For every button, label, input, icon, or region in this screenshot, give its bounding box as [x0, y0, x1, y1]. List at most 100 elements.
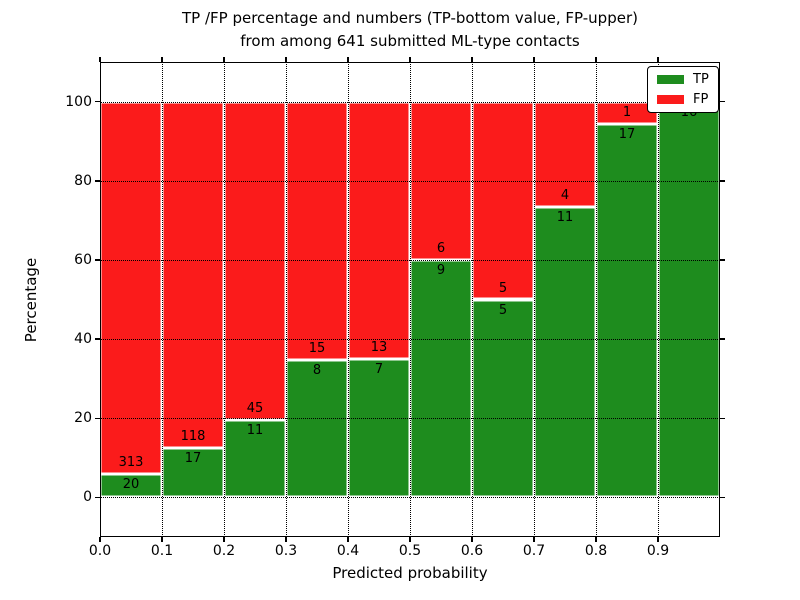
grid-layer	[100, 62, 720, 537]
x-tick-label: 0.9	[646, 543, 670, 559]
fp-count-label: 118	[180, 428, 206, 444]
fp-count-label: 45	[246, 400, 264, 416]
legend-item-tp: TP	[657, 73, 709, 86]
plot-area: 313201181745111581376955411117016	[100, 62, 720, 537]
tp-count-label: 20	[122, 476, 140, 492]
x-tick-label: 0.0	[88, 543, 112, 559]
y-tick-right	[720, 259, 725, 261]
v-gridline	[286, 62, 287, 537]
y-tick-right	[720, 180, 725, 182]
fp-count-label: 313	[118, 454, 144, 470]
bar-tp-segment	[658, 101, 720, 498]
bar-tp-segment	[100, 473, 162, 498]
v-gridline	[472, 62, 473, 537]
v-gridline	[534, 62, 535, 537]
y-tick	[95, 338, 100, 340]
y-tick-label: 0	[83, 489, 92, 506]
x-tick	[223, 537, 225, 542]
x-tick	[657, 537, 659, 542]
v-gridline	[596, 62, 597, 537]
y-tick	[95, 100, 100, 103]
y-tick	[95, 417, 100, 419]
x-tick-label: 0.1	[150, 543, 174, 559]
y-tick-label: 80	[74, 172, 92, 189]
y-tick-label: 40	[74, 331, 92, 348]
bar-fp-segment	[410, 101, 472, 260]
v-gridline	[162, 62, 163, 537]
fp-count-label: 1	[622, 104, 632, 120]
bar-fp-segment	[472, 101, 534, 300]
bar-tp-segment	[286, 359, 348, 498]
tp-count-label: 8	[312, 362, 322, 378]
bar-labels-layer: 313201181745111581376955411117016	[100, 62, 720, 537]
bars-layer	[100, 62, 720, 537]
x-tick-top	[533, 57, 535, 62]
x-tick	[471, 537, 473, 542]
tp-count-label: 11	[246, 422, 264, 438]
x-tick-label: 0.8	[584, 543, 608, 559]
v-gridline	[348, 62, 349, 537]
tp-count-label: 9	[436, 262, 446, 278]
x-tick-top	[409, 57, 411, 62]
legend: TP FP	[647, 66, 719, 113]
tp-count-label: 17	[184, 450, 202, 466]
bar-tp-segment	[410, 259, 472, 498]
chart-title-line2: from among 641 submitted ML-type contact…	[240, 32, 580, 50]
x-tick-top	[161, 57, 163, 62]
x-tick-label: 0.5	[398, 543, 422, 559]
y-tick-label: 60	[74, 251, 92, 268]
v-gridline	[410, 62, 411, 537]
y-tick	[95, 496, 100, 499]
x-axis-label: Predicted probability	[332, 564, 488, 582]
x-tick-top	[223, 57, 225, 62]
tp-count-label: 17	[618, 126, 636, 142]
bar-fp-segment	[534, 101, 596, 208]
bar-tp-segment	[162, 447, 224, 498]
fp-count-label: 5	[498, 280, 508, 296]
x-tick-label: 0.2	[212, 543, 236, 559]
bar-fp-segment	[286, 101, 348, 360]
y-tick-label: 100	[65, 93, 92, 110]
x-tick-top	[347, 57, 349, 62]
fp-count-label: 15	[308, 340, 326, 356]
y-tick-right	[720, 100, 725, 103]
x-tick-top	[285, 57, 287, 62]
tp-count-label: 7	[374, 361, 384, 377]
v-gridline	[658, 62, 659, 537]
x-tick	[533, 537, 535, 542]
fp-count-label: 6	[436, 240, 446, 256]
x-tick-top	[657, 57, 659, 62]
y-tick-right	[720, 417, 725, 419]
x-tick	[285, 537, 287, 542]
x-tick	[161, 537, 163, 542]
bar-fp-segment	[162, 101, 224, 448]
y-tick-right	[720, 338, 725, 340]
fp-count-label: 13	[370, 339, 388, 355]
v-gridline	[224, 62, 225, 537]
y-tick	[95, 259, 100, 261]
chart-title: TP /FP percentage and numbers (TP-bottom…	[100, 7, 720, 53]
bar-fp-segment	[100, 101, 162, 474]
y-tick	[95, 180, 100, 182]
bar-fp-segment	[596, 101, 658, 124]
bar-tp-segment	[534, 207, 596, 498]
x-tick	[409, 537, 411, 542]
x-tick-top	[99, 57, 101, 62]
bar-tp-segment	[472, 299, 534, 498]
bar-tp-segment	[348, 358, 410, 498]
x-tick	[99, 537, 101, 542]
x-tick-label: 0.4	[336, 543, 360, 559]
x-tick-label: 0.3	[274, 543, 298, 559]
y-tick-right	[720, 496, 725, 499]
x-tick-label: 0.7	[522, 543, 546, 559]
bar-tp-segment	[596, 123, 658, 498]
tp-color-swatch	[657, 75, 684, 84]
fp-color-swatch	[657, 95, 684, 104]
x-tick-label: 0.6	[460, 543, 484, 559]
legend-item-fp: FP	[657, 93, 709, 106]
bar-tp-segment	[224, 419, 286, 498]
